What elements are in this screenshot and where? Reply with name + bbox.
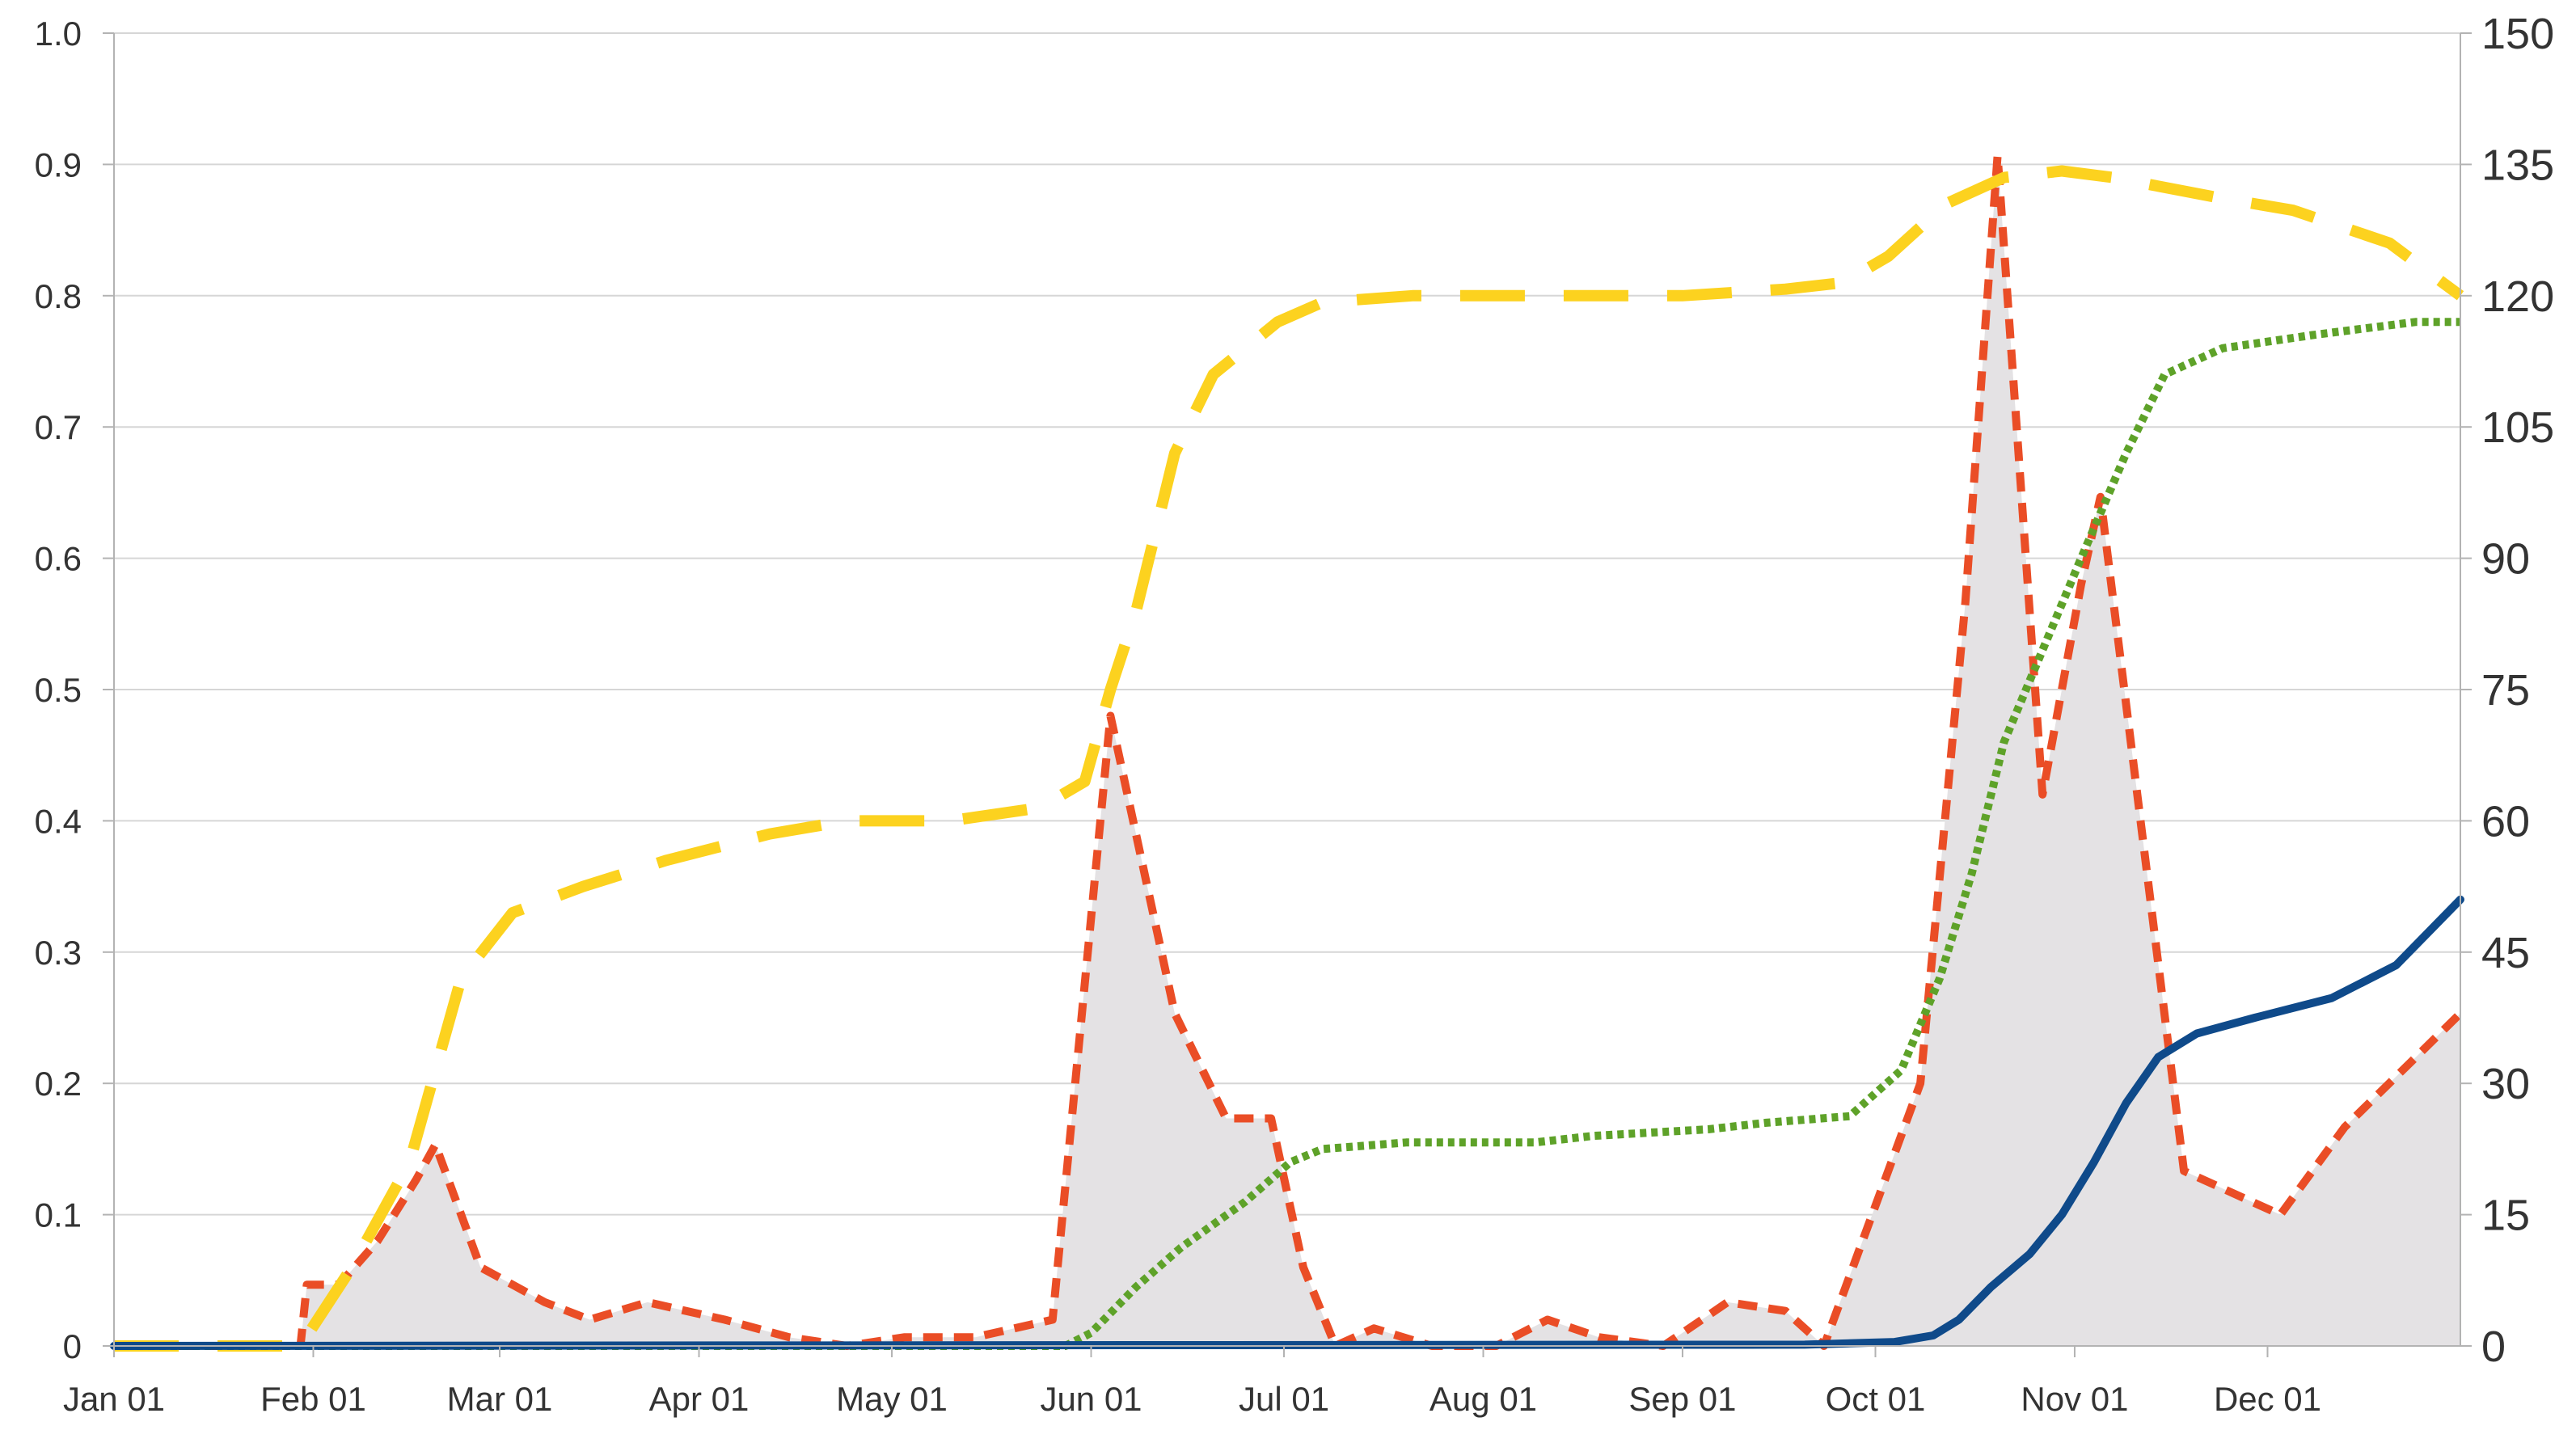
- left-tick-label: 0.1: [35, 1196, 82, 1234]
- x-tick-label: Aug 01: [1429, 1380, 1537, 1418]
- right-tick-label: 75: [2481, 666, 2530, 715]
- left-tick-label: 0: [63, 1327, 82, 1365]
- left-tick-label: 0.8: [35, 277, 82, 315]
- right-axis-ticks: 0 15 30 45 60 75 90 105 120 135 150: [2460, 10, 2554, 1371]
- series-layer: [110, 151, 2464, 1352]
- series-line-4: [110, 895, 2464, 1350]
- left-tick-label: 1.0: [35, 15, 82, 53]
- x-tick-label: Apr 01: [649, 1380, 750, 1418]
- right-tick-label: 0: [2481, 1323, 2506, 1371]
- right-tick-label: 105: [2481, 403, 2554, 452]
- series-area-0: [114, 155, 2460, 1347]
- right-tick-label: 30: [2481, 1060, 2530, 1108]
- series-line-3: [114, 318, 2460, 1350]
- left-tick-label: 0.9: [35, 146, 82, 184]
- x-tick-label: May 01: [836, 1380, 948, 1418]
- x-axis-ticks: Jan 01 Feb 01 Mar 01 Apr 01 May 01 Jun 01 Jul …: [63, 1346, 2321, 1418]
- left-tick-label: 0.2: [35, 1065, 82, 1103]
- left-axis-ticks: 0 0.1 0.2 0.3 0.4 0.5 0.6 0.7 0.8 0.9 1.0: [35, 15, 114, 1365]
- x-tick-label: Jun 01: [1040, 1380, 1142, 1418]
- right-tick-label: 15: [2481, 1192, 2530, 1240]
- right-tick-label: 60: [2481, 797, 2530, 846]
- left-tick-label: 0.5: [35, 671, 82, 709]
- x-tick-label: Jan 01: [63, 1380, 165, 1418]
- left-tick-label: 0.4: [35, 802, 82, 840]
- right-tick-label: 120: [2481, 272, 2554, 321]
- x-tick-label: Sep 01: [1628, 1380, 1736, 1418]
- x-tick-label: Oct 01: [1826, 1380, 1926, 1418]
- left-tick-label: 0.6: [35, 540, 82, 578]
- x-tick-label: Jul 01: [1239, 1380, 1329, 1418]
- right-tick-label: 150: [2481, 10, 2554, 58]
- series-line-1: [114, 151, 2464, 1350]
- gridlines: [114, 32, 2460, 1216]
- right-tick-label: 90: [2481, 535, 2530, 584]
- x-tick-label: Mar 01: [447, 1380, 553, 1418]
- series-line-2: [114, 165, 2464, 1352]
- right-tick-label: 45: [2481, 929, 2530, 977]
- right-tick-label: 135: [2481, 141, 2554, 189]
- x-tick-label: Dec 01: [2214, 1380, 2321, 1418]
- left-tick-label: 0.7: [35, 408, 82, 446]
- left-tick-label: 0.3: [35, 934, 82, 972]
- area-layer: [114, 155, 2460, 1347]
- x-tick-label: Nov 01: [2021, 1380, 2128, 1418]
- x-tick-label: Feb 01: [260, 1380, 366, 1418]
